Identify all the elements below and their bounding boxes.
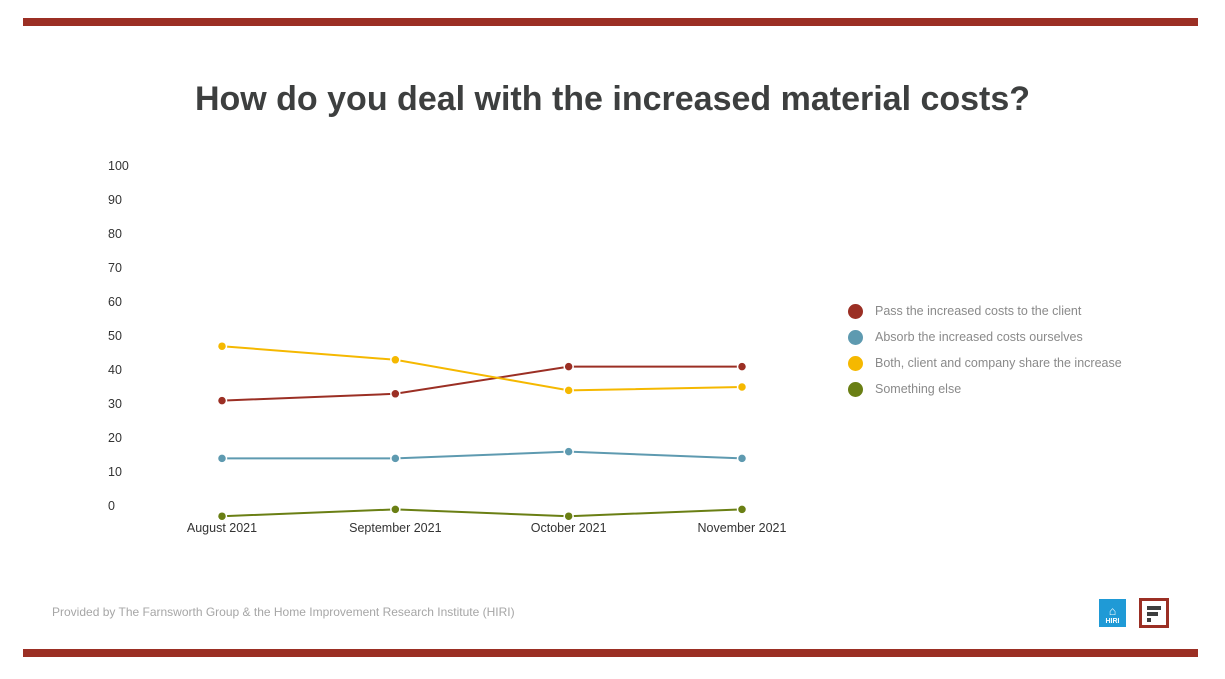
y-tick-label: 100 xyxy=(108,159,129,173)
data-point xyxy=(736,453,748,464)
top-accent-bar xyxy=(23,18,1198,26)
y-tick-label: 60 xyxy=(108,295,122,309)
legend-item: Absorb the increased costs ourselves xyxy=(848,324,1122,350)
data-point xyxy=(736,361,748,372)
y-tick-label: 50 xyxy=(108,329,122,343)
data-point xyxy=(390,453,401,464)
x-tick-label: September 2021 xyxy=(349,521,441,535)
bottom-accent-bar xyxy=(23,649,1198,657)
y-tick-label: 20 xyxy=(108,431,122,445)
farnsworth-logo xyxy=(1139,598,1169,628)
chart-legend: Pass the increased costs to the client Ab… xyxy=(848,298,1122,402)
y-tick-label: 40 xyxy=(108,363,122,377)
data-point xyxy=(736,504,748,515)
y-tick-label: 70 xyxy=(108,261,122,275)
data-point xyxy=(216,453,228,464)
data-point xyxy=(216,510,228,522)
legend-item: Both, client and company share the incre… xyxy=(848,350,1122,376)
series-line-3 xyxy=(221,345,743,392)
y-tick-label: 80 xyxy=(108,227,122,241)
legend-item: Pass the increased costs to the client xyxy=(848,298,1122,324)
data-point xyxy=(390,354,401,366)
data-point xyxy=(563,510,574,522)
legend-marker xyxy=(848,381,863,397)
x-tick-label: November 2021 xyxy=(698,521,787,535)
footer-credit: Provided by The Farnsworth Group & the H… xyxy=(52,605,515,619)
series-line-1 xyxy=(221,365,742,402)
x-tick-label: October 2021 xyxy=(531,521,607,535)
legend-marker xyxy=(848,329,863,345)
house-icon: ⌂ xyxy=(1108,604,1117,618)
y-tick-label: 90 xyxy=(108,193,122,207)
legend-label: Pass the increased costs to the client xyxy=(875,304,1082,318)
data-point xyxy=(563,446,574,457)
legend-marker xyxy=(848,355,863,371)
data-point xyxy=(563,385,574,396)
legend-item: Something else xyxy=(848,376,1122,402)
hiri-logo: ⌂ HIRI xyxy=(1099,599,1126,627)
y-tick-label: 10 xyxy=(108,465,122,479)
legend-marker xyxy=(848,303,863,319)
chart-title: How do you deal with the increased mater… xyxy=(194,80,1031,118)
data-point xyxy=(390,504,401,515)
x-tick-label: August 2021 xyxy=(187,521,257,535)
legend-label: Both, client and company share the incre… xyxy=(875,356,1122,370)
legend-label: Absorb the increased costs ourselves xyxy=(875,330,1083,344)
data-point xyxy=(216,340,228,352)
hiri-logo-text: HIRI xyxy=(1105,618,1120,625)
data-point xyxy=(390,388,401,400)
data-point xyxy=(216,395,228,406)
data-point xyxy=(563,361,574,372)
data-point xyxy=(736,381,748,393)
legend-label: Something else xyxy=(875,382,962,396)
series-line-2 xyxy=(222,450,743,460)
y-tick-label: 30 xyxy=(108,397,122,411)
y-tick-label: 0 xyxy=(108,499,115,513)
series-line-4 xyxy=(221,508,743,518)
